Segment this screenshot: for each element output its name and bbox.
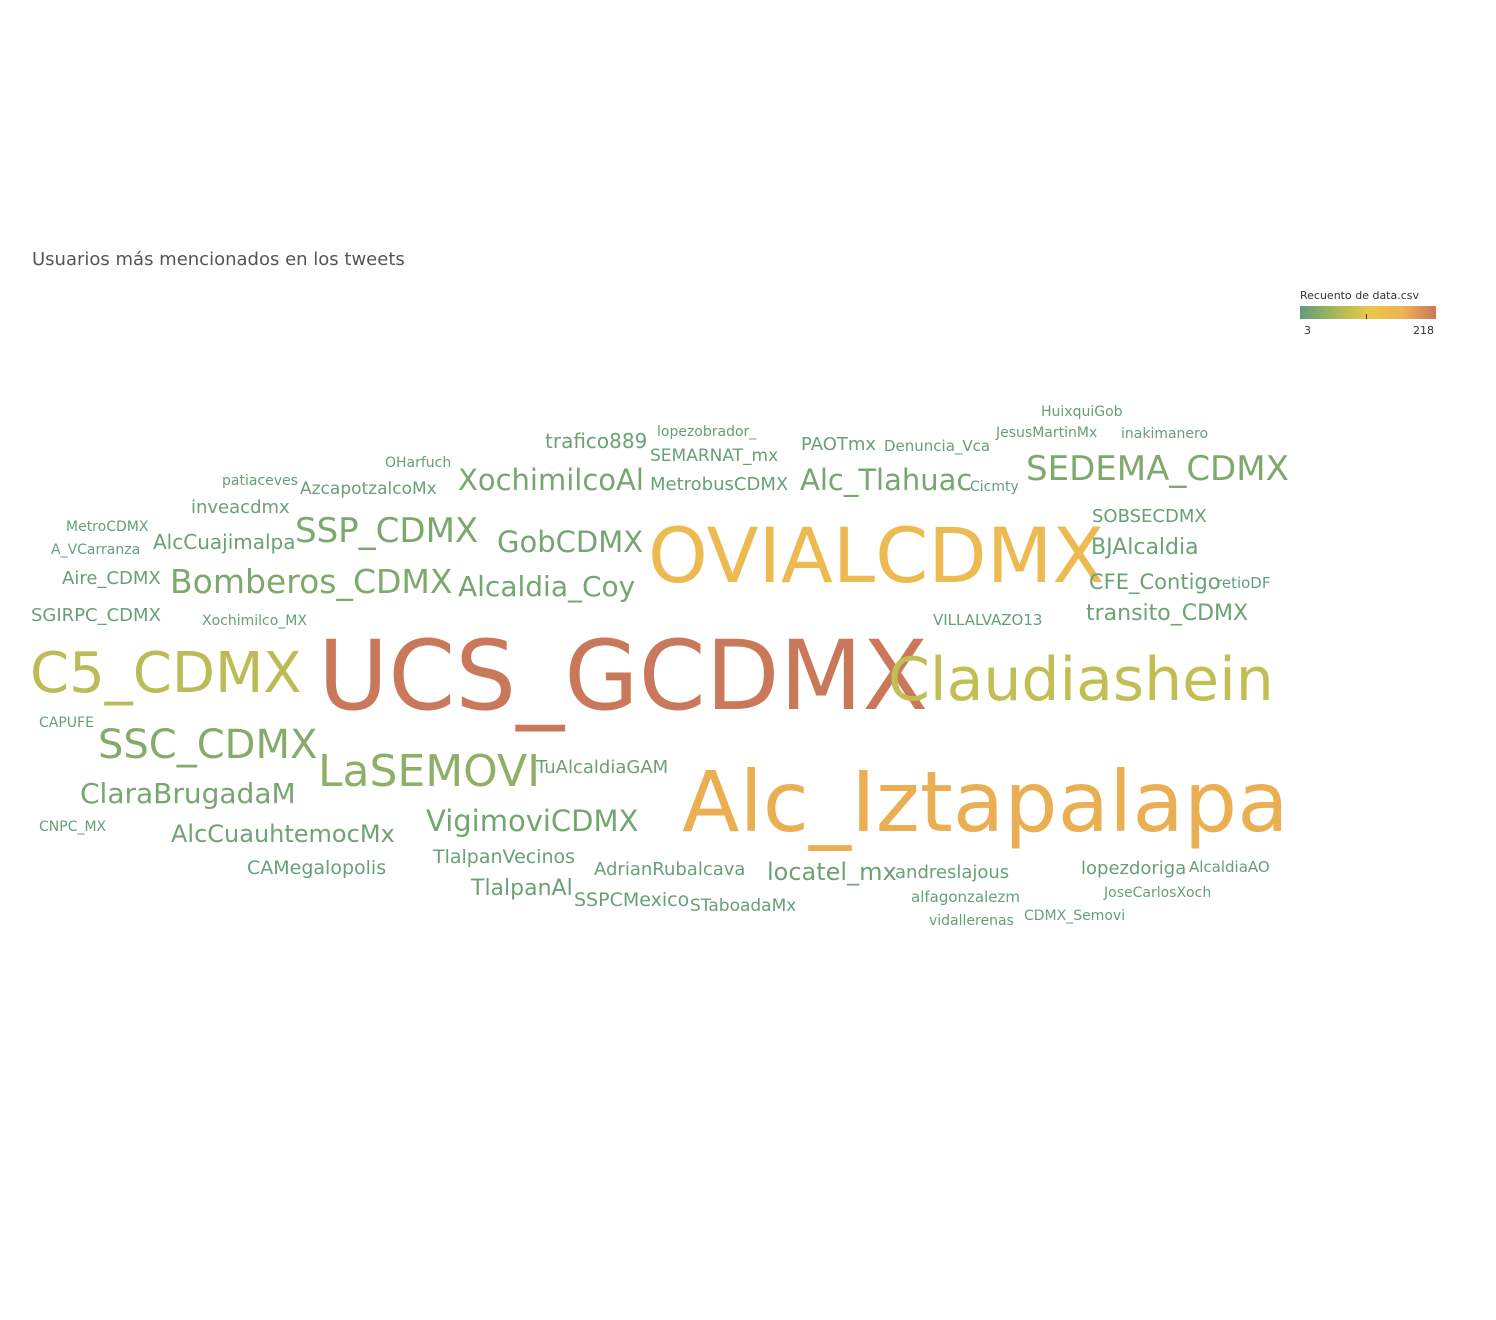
word-andreslajous: andreslajous [895, 862, 1010, 883]
word-jesusmartinmx: JesusMartinMx [996, 425, 1098, 441]
word-ssc-cdmx: SSC_CDMX [98, 722, 318, 768]
legend-max-label: 218 [1413, 324, 1434, 337]
word-clarabrugadam: ClaraBrugadaM [80, 777, 296, 810]
word-villalvazo13: VILLALVAZO13 [933, 611, 1043, 629]
color-legend: Recuento de data.csv 3 218 [1300, 289, 1440, 337]
word-adrianrubalcava: AdrianRubalcava [594, 859, 746, 880]
word-tualcaldiagam: TuAlcaldiaGAM [536, 757, 669, 778]
word-lasemovi: LaSEMOVI [318, 746, 541, 797]
word-c5-cdmx: C5_CDMX [30, 641, 302, 706]
word-sspcmexico: SSPCMexico [574, 889, 690, 911]
word-aire-cdmx: Aire_CDMX [62, 568, 161, 589]
word-locatel-mx: locatel_mx [767, 858, 897, 886]
word-ovialcdmx: OVIALCDMX [648, 511, 1105, 600]
word-camegalopolis: CAMegalopolis [247, 857, 387, 879]
chart-title: Usuarios más mencionados en los tweets [32, 249, 405, 270]
word-alcaldia-coy: Alcaldia_Coy [458, 570, 636, 603]
word-oharfuch: OHarfuch [385, 455, 452, 471]
word-gobcdmx: GobCDMX [497, 525, 644, 559]
word-patiaceves: patiaceves [222, 473, 298, 489]
word-vidallerenas: vidallerenas [929, 913, 1014, 929]
word-vigimovicdmx: VigimoviCDMX [426, 804, 639, 838]
word-lopezdoriga: lopezdoriga [1081, 858, 1187, 879]
word-transito-cdmx: transito_CDMX [1086, 601, 1249, 626]
word-cnpc-mx: CNPC_MX [39, 819, 107, 835]
word-staboadamx: STaboadaMx [690, 896, 797, 916]
word-ssp-cdmx: SSP_CDMX [295, 511, 479, 551]
word-xochimilco-mx: Xochimilco_MX [202, 613, 307, 629]
legend-min-label: 3 [1304, 324, 1311, 337]
word-azcapotzalcomx: AzcapotzalcoMx [300, 479, 437, 499]
word-inakimanero: inakimanero [1121, 426, 1209, 442]
word-metrocdmx: MetroCDMX [66, 519, 149, 535]
word-a-vcarranza: A_VCarranza [51, 542, 141, 558]
word-capufe: CAPUFE [39, 715, 94, 731]
word-sgirpc-cdmx: SGIRPC_CDMX [31, 605, 161, 626]
legend-title: Recuento de data.csv [1300, 289, 1420, 302]
word-ucs-gcdmx: UCS_GCDMX [318, 620, 929, 732]
word-alcaldiaao: AlcaldiaAO [1189, 858, 1270, 876]
word-josecarlosxoch: JoseCarlosXoch [1104, 885, 1212, 901]
word-lopezobrador-: lopezobrador_ [657, 424, 757, 440]
word-huixquigob: HuixquiGob [1041, 404, 1123, 420]
word-alc-tlahuac: Alc_Tlahuac [800, 463, 973, 497]
word-tlalpanal: TlalpanAl [471, 876, 573, 901]
word-xochimilcoal: XochimilcoAl [458, 463, 644, 497]
word-inveacdmx: inveacdmx [191, 497, 290, 518]
word-metrobuscdmx: MetrobusCDMX [650, 474, 789, 495]
word-paotmx: PAOTmx [801, 434, 877, 455]
legend-midpoint-tick [1366, 314, 1367, 319]
word-alccuajimalpa: AlcCuajimalpa [153, 530, 296, 554]
word-bomberos-cdmx: Bomberos_CDMX [170, 562, 453, 601]
word-alfagonzalezm: alfagonzalezm [911, 888, 1020, 906]
word-tlalpanvecinos: TlalpanVecinos [433, 846, 576, 868]
word-alccuauhtemocmx: AlcCuauhtemocMx [171, 820, 395, 848]
word-sedema-cdmx: SEDEMA_CDMX [1026, 449, 1289, 489]
word-trafico889: trafico889 [545, 429, 648, 453]
word-semarnat-mx: SEMARNAT_mx [650, 446, 779, 466]
word-retiodf: retioDF [1216, 574, 1271, 592]
word-cicmty: Cicmty [970, 479, 1019, 495]
word-sobsecdmx: SOBSECDMX [1092, 506, 1207, 527]
word-bjalcaldia: BJAlcaldia [1091, 535, 1199, 560]
word-alc-iztapalapa: Alc_Iztapalapa [682, 753, 1289, 851]
word-cdmx-semovi: CDMX_Semovi [1024, 908, 1126, 924]
legend-gradient-bar [1300, 306, 1436, 319]
word-denuncia-vca: Denuncia_Vca [884, 437, 991, 455]
word-cfe-contigo: CFE_Contigo [1089, 570, 1221, 594]
word-claudiashein: Claudiashein [888, 645, 1274, 715]
